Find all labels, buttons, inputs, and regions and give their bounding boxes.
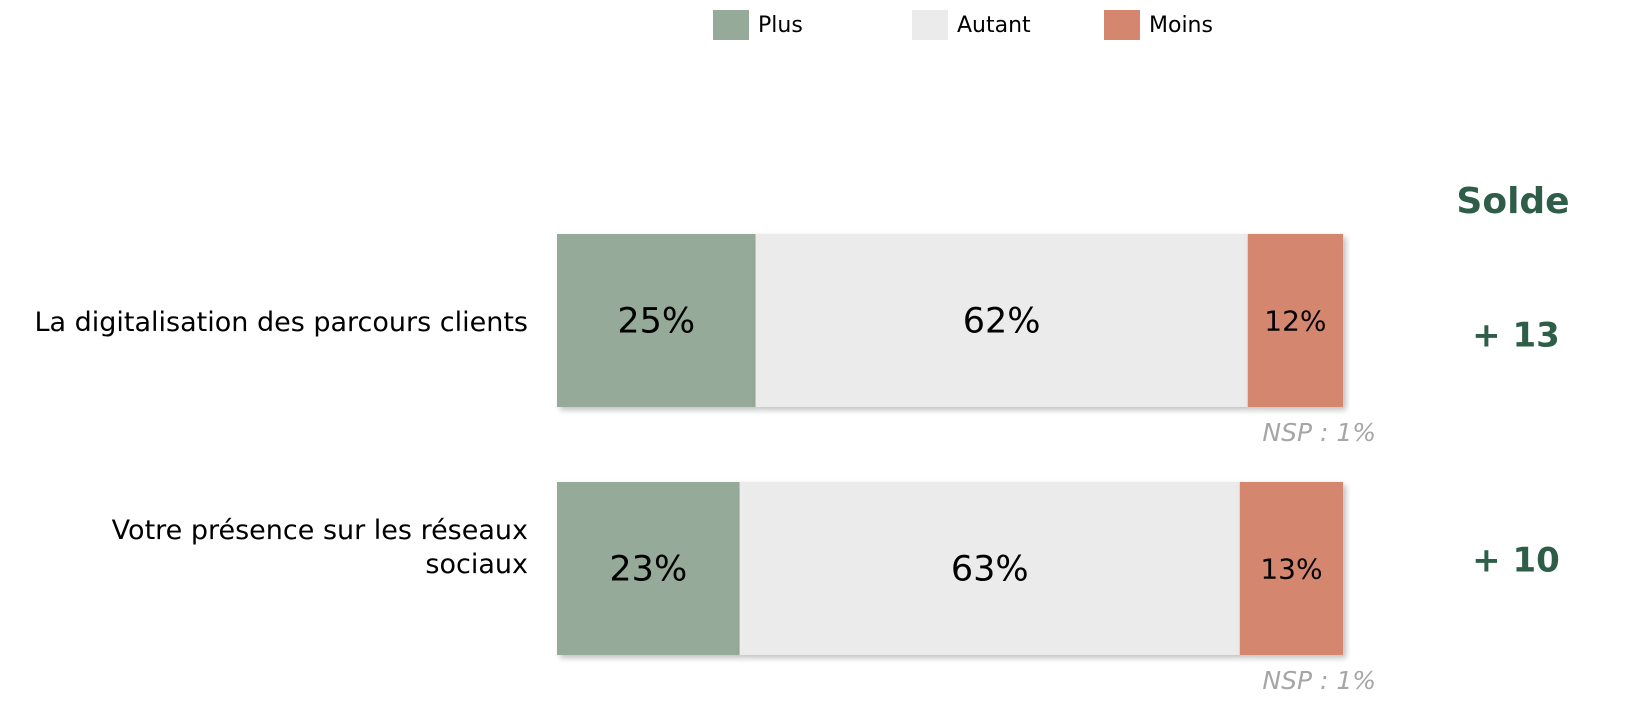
category-label: La digitalisation des parcours clients: [34, 307, 528, 338]
legend-label: Autant: [957, 13, 1031, 38]
value-label: 23%: [609, 550, 687, 590]
note: NSP : 1%: [1262, 418, 1376, 447]
bar-segment: [557, 482, 740, 655]
legend-label: Moins: [1149, 13, 1213, 38]
value-label: 25%: [617, 302, 695, 342]
bar-segment: [1247, 234, 1344, 407]
value-label: 62%: [963, 302, 1041, 342]
bar-segment: [1239, 482, 1344, 655]
value-label: 13%: [1260, 553, 1322, 586]
legend-swatch: [713, 10, 749, 40]
bar-segment: [755, 234, 1248, 407]
legend-label: Plus: [758, 13, 803, 38]
value-label: 12%: [1264, 305, 1326, 338]
legend-swatch: [912, 10, 948, 40]
solde-title: Solde: [1456, 181, 1569, 222]
solde-value: + 10: [1472, 541, 1560, 581]
legend-swatch: [1104, 10, 1140, 40]
solde-value: + 13: [1472, 316, 1560, 356]
category-label: Votre présence sur les réseaux sociaux: [111, 515, 528, 580]
value-label: 63%: [951, 550, 1029, 590]
bar-segment: [557, 234, 756, 407]
note: NSP : 1%: [1262, 666, 1376, 695]
bar-segment: [739, 482, 1240, 655]
